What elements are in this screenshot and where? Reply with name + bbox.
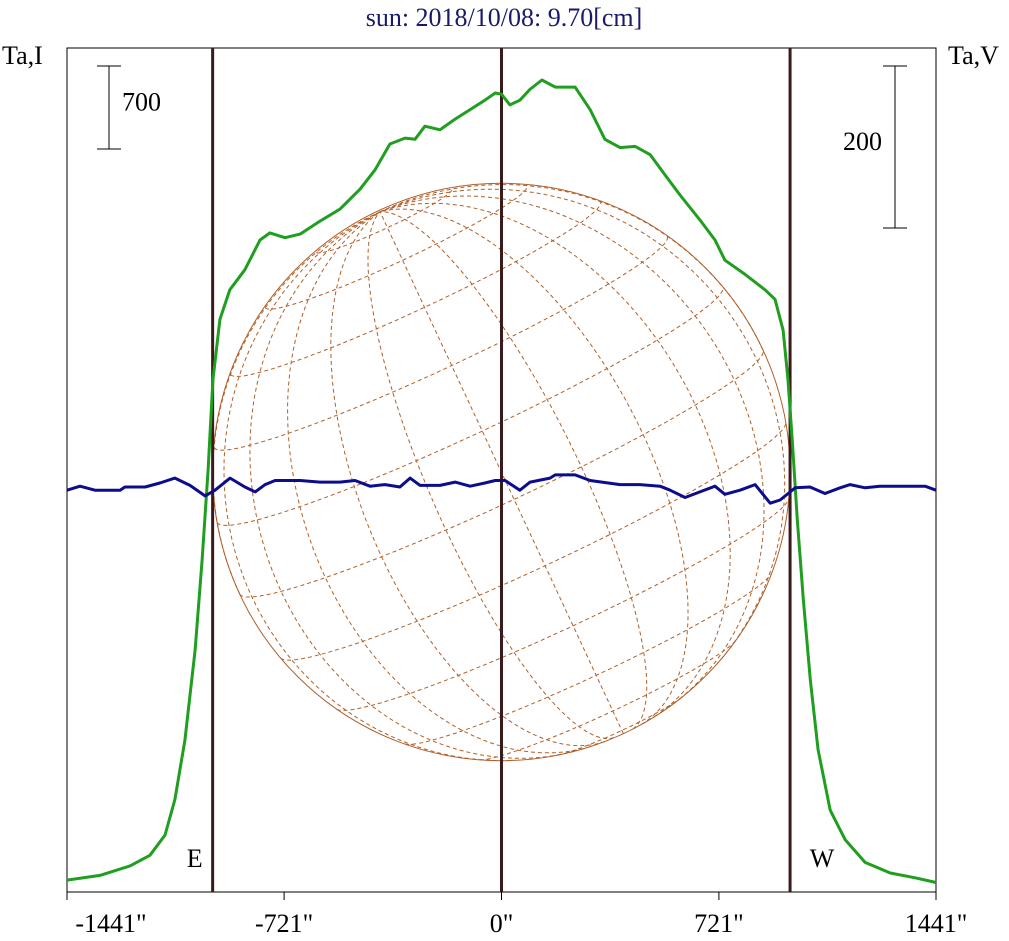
disk-grid xyxy=(405,573,773,745)
disk-grid xyxy=(287,211,591,754)
y-axis-label: Ta,I xyxy=(2,41,43,70)
x-tick-label: 721" xyxy=(694,909,744,938)
series-line xyxy=(66,473,937,505)
disk-grid xyxy=(264,185,528,310)
x-tick-label: 1441" xyxy=(905,909,968,938)
series-line xyxy=(66,78,937,884)
disk-grid xyxy=(239,349,764,598)
disk-grid xyxy=(249,211,575,759)
disk-grid xyxy=(379,202,731,718)
disk-grid xyxy=(213,236,668,451)
disk-grid xyxy=(380,211,648,730)
disk-grid xyxy=(367,211,614,740)
x-tick-label: -1441" xyxy=(75,909,146,938)
disk-grid xyxy=(379,195,765,708)
disk-grid xyxy=(216,286,724,526)
disk-grid xyxy=(230,201,602,377)
limb-label: E xyxy=(187,844,203,873)
disk-grid xyxy=(479,640,737,761)
x-tick-label: -721" xyxy=(255,909,313,938)
x-tick-label: 0" xyxy=(490,909,514,938)
disk-grid xyxy=(379,208,689,725)
disk-grid xyxy=(557,697,683,756)
disk-grid xyxy=(316,189,453,254)
disk-grid xyxy=(379,211,624,734)
disk-grid xyxy=(330,211,605,747)
disk-grid xyxy=(336,498,790,711)
scale-label: 200 xyxy=(843,127,882,156)
disk-grid xyxy=(379,188,786,666)
limb-label: W xyxy=(810,844,835,873)
scale-label: 700 xyxy=(122,87,161,116)
disk-grid xyxy=(280,422,787,661)
y2-axis-label: Ta,V xyxy=(948,41,999,70)
disk-grid xyxy=(223,211,511,762)
chart-title: sun: 2018/10/08: 9.70[cm] xyxy=(366,3,643,32)
